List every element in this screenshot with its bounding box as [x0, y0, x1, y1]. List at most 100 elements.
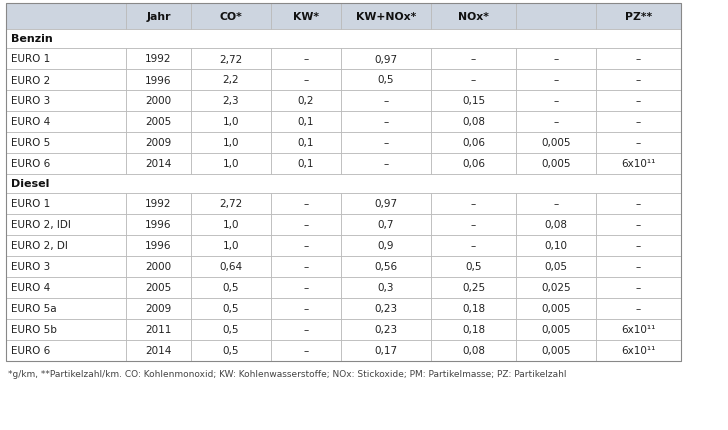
Bar [6, 256, 126, 277]
Text: 0,005: 0,005 [541, 138, 571, 148]
Text: 1,0: 1,0 [223, 220, 240, 230]
Bar [6, 49, 126, 70]
Bar [431, 236, 516, 256]
Text: –: – [636, 199, 641, 209]
Bar [516, 194, 596, 215]
Bar [271, 277, 341, 298]
Bar [341, 256, 431, 277]
Bar [126, 112, 191, 133]
Bar [191, 298, 271, 319]
Text: –: – [553, 117, 558, 127]
Bar [126, 91, 191, 112]
Text: 0,23: 0,23 [374, 325, 397, 335]
Bar [271, 277, 341, 298]
Bar [271, 49, 341, 70]
Text: EURO 6: EURO 6 [11, 159, 50, 169]
Text: –: – [384, 96, 389, 106]
Bar [6, 154, 126, 175]
Text: 2,2: 2,2 [223, 75, 240, 85]
Text: EURO 2: EURO 2 [11, 75, 50, 85]
Text: 2,72: 2,72 [219, 199, 242, 209]
Text: 0,7: 0,7 [378, 220, 395, 230]
Text: 0,06: 0,06 [462, 159, 485, 169]
Text: 0,18: 0,18 [462, 325, 485, 335]
Bar [271, 215, 341, 236]
Text: –: – [304, 54, 309, 64]
Bar [191, 340, 271, 361]
Text: 0,5: 0,5 [223, 283, 240, 293]
Bar [6, 91, 126, 112]
Bar [6, 49, 126, 70]
Bar [6, 154, 126, 175]
Text: –: – [553, 75, 558, 85]
Bar [431, 277, 516, 298]
Text: 1,0: 1,0 [223, 117, 240, 127]
Bar [431, 133, 516, 154]
Bar [431, 319, 516, 340]
Bar [191, 70, 271, 91]
Text: 0,005: 0,005 [541, 159, 571, 169]
Bar [6, 215, 126, 236]
Text: 1996: 1996 [146, 241, 172, 251]
Bar [431, 112, 516, 133]
Bar [596, 4, 681, 30]
Bar [341, 298, 431, 319]
Text: 2011: 2011 [146, 325, 172, 335]
Bar [126, 298, 191, 319]
Bar [516, 319, 596, 340]
Bar [516, 298, 596, 319]
Text: 2009: 2009 [146, 304, 172, 314]
Bar [6, 133, 126, 154]
Bar [126, 215, 191, 236]
Bar [431, 277, 516, 298]
Bar [271, 4, 341, 30]
Bar [191, 277, 271, 298]
Bar [271, 340, 341, 361]
Bar [126, 236, 191, 256]
Bar [341, 236, 431, 256]
Text: 0,97: 0,97 [374, 54, 397, 64]
Bar [126, 49, 191, 70]
Bar [431, 194, 516, 215]
Bar [596, 194, 681, 215]
Bar [431, 4, 516, 30]
Text: –: – [384, 138, 389, 148]
Bar [271, 112, 341, 133]
Text: 2014: 2014 [146, 346, 172, 356]
Bar [516, 215, 596, 236]
Text: 0,1: 0,1 [298, 117, 314, 127]
Bar [191, 256, 271, 277]
Bar [516, 49, 596, 70]
Bar [126, 236, 191, 256]
Bar [126, 49, 191, 70]
Bar [516, 70, 596, 91]
Bar [126, 340, 191, 361]
Bar [516, 4, 596, 30]
Text: –: – [553, 96, 558, 106]
Bar [271, 319, 341, 340]
Bar [516, 112, 596, 133]
Text: EURO 4: EURO 4 [11, 283, 50, 293]
Bar [191, 340, 271, 361]
Text: –: – [636, 304, 641, 314]
Bar [191, 133, 271, 154]
Bar [126, 70, 191, 91]
Bar [271, 4, 341, 30]
Bar [431, 91, 516, 112]
Bar [516, 319, 596, 340]
Bar [126, 194, 191, 215]
Bar [341, 133, 431, 154]
Bar [516, 340, 596, 361]
Bar [596, 133, 681, 154]
Text: –: – [636, 283, 641, 293]
Text: 2,3: 2,3 [223, 96, 240, 106]
Bar [516, 154, 596, 175]
Bar [341, 112, 431, 133]
Bar [596, 215, 681, 236]
Text: 0,56: 0,56 [374, 262, 397, 272]
Text: –: – [553, 54, 558, 64]
Bar [191, 133, 271, 154]
Text: Jahr: Jahr [146, 12, 171, 22]
Bar [516, 256, 596, 277]
Text: KW+NOx*: KW+NOx* [356, 12, 416, 22]
